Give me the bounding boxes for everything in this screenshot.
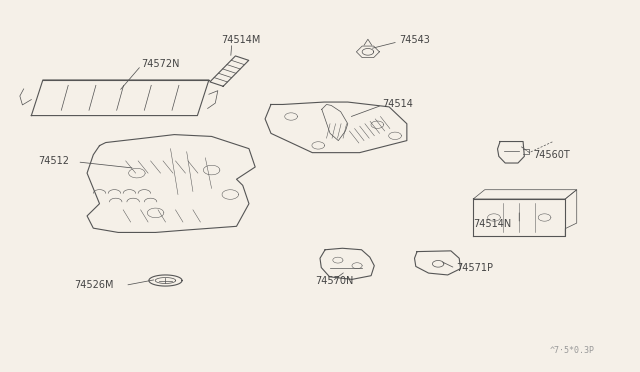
- Text: 74572N: 74572N: [141, 59, 180, 69]
- Text: 74571P: 74571P: [457, 263, 493, 273]
- Text: 74514N: 74514N: [473, 219, 511, 229]
- Text: 74570N: 74570N: [315, 276, 353, 286]
- Text: 74560T: 74560T: [533, 150, 570, 160]
- Text: 74514: 74514: [383, 99, 413, 109]
- Text: 74543: 74543: [399, 35, 430, 45]
- Text: ^7·5*0.3P: ^7·5*0.3P: [550, 346, 595, 355]
- Text: 74526M: 74526M: [74, 280, 114, 290]
- Text: 74514M: 74514M: [221, 35, 260, 45]
- Text: 74512: 74512: [38, 156, 68, 166]
